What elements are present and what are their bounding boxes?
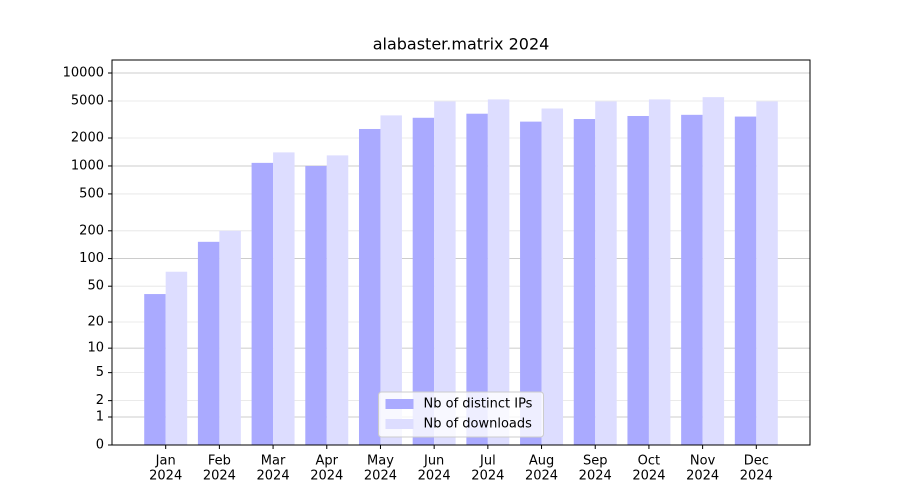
legend-swatch [385,419,414,429]
bar [681,114,703,446]
y-tick-label: 1 [96,410,104,425]
bar [219,230,241,445]
bars [144,97,778,446]
legend: Nb of distinct IPs Nb of downloads [378,391,544,438]
x-tick-label: Feb [208,454,231,469]
bar [434,101,456,445]
bar [380,115,402,445]
x-tick-label: Dec [744,454,769,469]
x-tick-label: May [367,454,394,469]
x-tick-label: Jul [479,454,496,469]
y-tick-label: 2 [96,393,104,408]
x-tick-label: 2024 [257,469,290,484]
x-tick-label: Oct [638,454,660,469]
bar [305,165,327,446]
bar [487,99,510,446]
y-tick-label: 10 [87,341,104,356]
y-tick-label: 5 [96,365,104,380]
x-tick-label: Sep [583,454,608,469]
x-tick-label: 2024 [364,469,397,484]
bar [197,241,220,445]
legend-swatch [385,399,414,409]
x-tick-label: Jun [423,454,444,469]
x-tick-label: 2024 [686,469,719,484]
bar [326,155,349,446]
y-tick-label: 10000 [63,66,104,81]
x-tick-label: Aug [529,454,554,469]
bar [648,99,671,446]
y-tick-label: 100 [79,251,104,266]
y-tick-label: 1000 [71,158,104,173]
legend-box [378,391,544,438]
bar [165,271,188,445]
y-tick-label: 5000 [71,93,104,108]
bar [734,116,757,445]
bar [756,101,778,445]
y-tick-label: 50 [87,279,104,294]
x-tick-label: 2024 [632,469,665,484]
y-tick-label: 20 [87,315,104,330]
axes-frame [111,59,811,446]
bar [466,113,488,445]
x-tick-label: 2024 [149,469,182,484]
x-tick-label: Apr [316,454,339,469]
bar [627,115,649,445]
x-tick-label: 2024 [418,469,451,484]
y-tick-label: 2000 [71,130,104,145]
x-tick-label: Mar [261,454,286,469]
bar [573,119,596,446]
x-tick-label: 2024 [525,469,558,484]
y-tick-label: 0 [96,438,104,453]
bar [273,152,295,445]
x-tick-label: Nov [690,454,716,469]
bar [358,128,381,445]
bar [251,162,274,445]
chart-title: alabaster.matrix 2024 [373,35,550,54]
y-tick-label: 200 [79,223,104,238]
bar [702,97,725,446]
x-tick-label: 2024 [310,469,343,484]
bar [595,101,617,445]
labels: 012510205010020050010002000500010000Jan2… [63,66,773,484]
legend-label: Nb of downloads [424,417,533,432]
x-tick-label: 2024 [579,469,612,484]
bar [144,294,166,445]
x-tick-label: Jan [155,454,176,469]
x-tick-label: 2024 [471,469,504,484]
legend-label: Nb of distinct IPs [424,397,533,412]
bar [520,121,542,445]
bar [412,117,435,446]
y-tick-label: 500 [79,186,104,201]
bar [541,108,564,445]
x-tick-label: 2024 [740,469,773,484]
x-tick-label: 2024 [203,469,236,484]
